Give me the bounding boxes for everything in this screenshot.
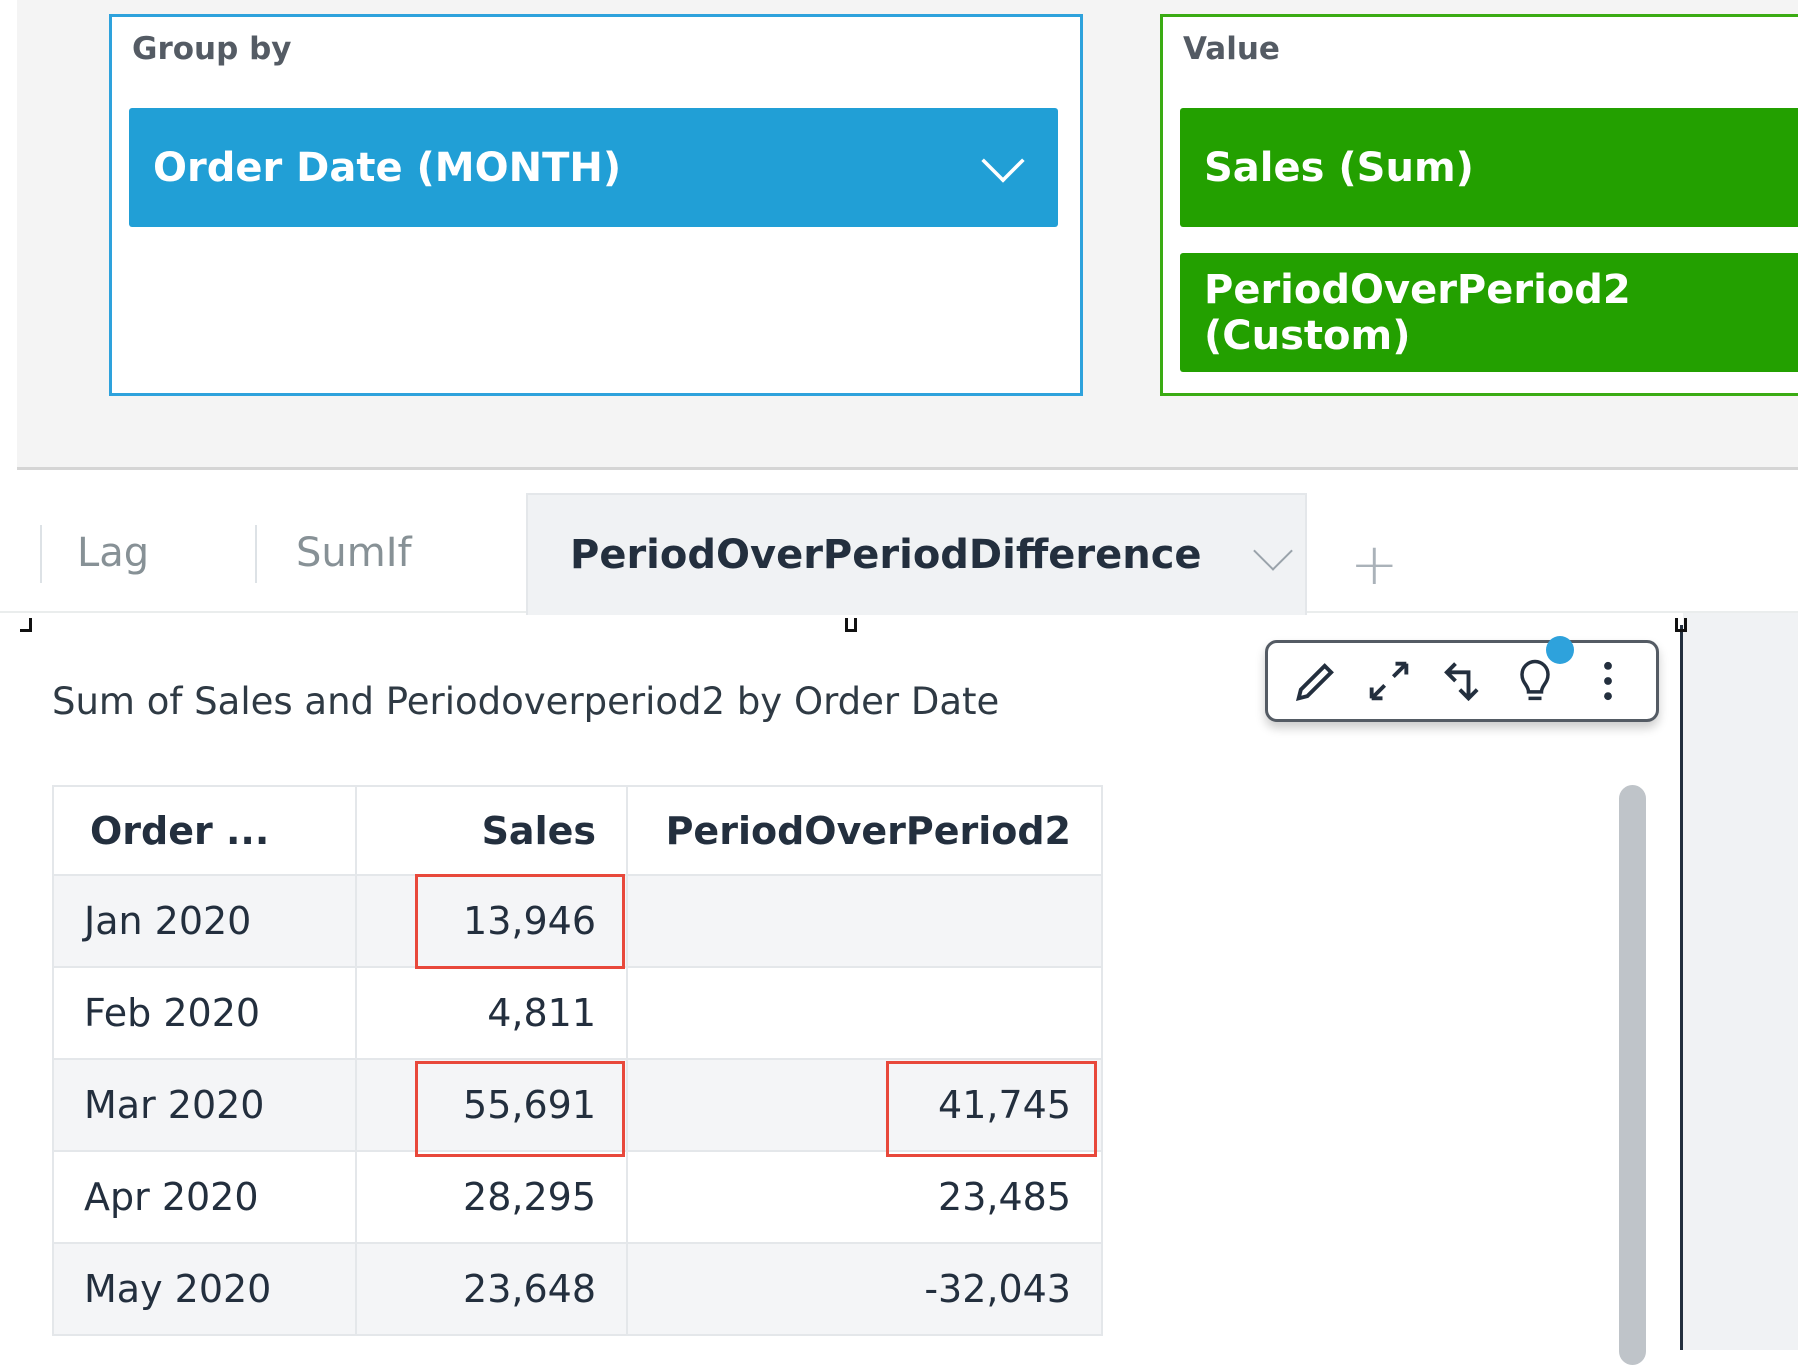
value-field-label: PeriodOverPeriod2 (Custom) — [1204, 266, 1631, 359]
group-by-label: Group by — [132, 31, 292, 67]
more-vertical-icon[interactable] — [1582, 655, 1634, 707]
table-row: Apr 2020 28,295 23,485 — [52, 1150, 1103, 1244]
lightbulb-icon[interactable] — [1509, 655, 1561, 707]
notification-dot — [1546, 636, 1574, 664]
cell-periodoverperiod2[interactable]: -32,043 — [626, 1242, 1103, 1336]
table-row: Mar 2020 55,691 41,745 — [52, 1058, 1103, 1152]
data-table: Order ... Sales PeriodOverPeriod2 Jan 20… — [52, 785, 1103, 1336]
canvas-background — [1683, 613, 1798, 1350]
table-row: Feb 2020 4,811 — [52, 966, 1103, 1060]
expand-icon[interactable] — [1363, 655, 1415, 707]
highlight-box — [415, 874, 625, 969]
table-row: Jan 2020 13,946 — [52, 874, 1103, 968]
cell-order-date[interactable]: Jan 2020 — [52, 874, 357, 968]
cell-periodoverperiod2[interactable]: 23,485 — [626, 1150, 1103, 1244]
sheet-tabs: Lag SumIf PeriodOverPeriodDifference — [0, 473, 1798, 615]
value-field-pill-pop[interactable]: PeriodOverPeriod2 (Custom) — [1180, 253, 1798, 372]
cell-order-date[interactable]: Apr 2020 — [52, 1150, 357, 1244]
highlight-box — [415, 1061, 625, 1157]
table-row: May 2020 23,648 -32,043 — [52, 1242, 1103, 1336]
cell-sales[interactable]: 55,691 — [355, 1058, 628, 1152]
column-header-sales[interactable]: Sales — [355, 785, 628, 876]
cell-sales[interactable]: 23,648 — [355, 1242, 628, 1336]
tab-sumif[interactable]: SumIf — [296, 493, 412, 613]
group-by-field-pill[interactable]: Order Date (MONTH) — [129, 108, 1058, 227]
tab-label: SumIf — [296, 530, 412, 576]
group-by-well[interactable]: Group by Order Date (MONTH) — [109, 14, 1083, 396]
resize-handle[interactable] — [845, 618, 857, 632]
tab-label: PeriodOverPeriodDifference — [570, 532, 1202, 578]
value-well[interactable]: Value Sales (Sum) PeriodOverPeriod2 (Cus… — [1160, 14, 1798, 396]
tab-divider — [255, 525, 257, 583]
visual-title: Sum of Sales and Periodoverperiod2 by Or… — [52, 680, 1000, 723]
column-header-order-date[interactable]: Order ... — [52, 785, 357, 876]
vertical-scrollbar[interactable] — [1619, 785, 1646, 1365]
field-wells-panel: Group by Order Date (MONTH) Value Sales … — [17, 0, 1798, 470]
cell-periodoverperiod2[interactable] — [626, 874, 1103, 968]
visual-border — [1680, 625, 1683, 1350]
add-sheet-button[interactable]: + — [1350, 530, 1399, 598]
tab-periodoverperioddifference[interactable]: PeriodOverPeriodDifference — [526, 493, 1307, 615]
chevron-down-icon[interactable] — [981, 139, 1025, 183]
resize-handle[interactable] — [20, 618, 32, 632]
table-header-row: Order ... Sales PeriodOverPeriod2 — [52, 785, 1103, 876]
highlight-box — [886, 1061, 1097, 1157]
value-field-pill-sales[interactable]: Sales (Sum) — [1180, 108, 1798, 227]
column-header-periodoverperiod2[interactable]: PeriodOverPeriod2 — [626, 785, 1103, 876]
tab-label: Lag — [77, 530, 150, 576]
chevron-down-icon[interactable] — [1253, 531, 1293, 571]
cell-order-date[interactable]: Feb 2020 — [52, 966, 357, 1060]
cell-sales[interactable]: 13,946 — [355, 874, 628, 968]
cell-order-date[interactable]: May 2020 — [52, 1242, 357, 1336]
tab-lag[interactable]: Lag — [77, 493, 149, 613]
resize-handle[interactable] — [1675, 618, 1687, 632]
value-label: Value — [1183, 31, 1280, 67]
cell-periodoverperiod2[interactable] — [626, 966, 1103, 1060]
cell-order-date[interactable]: Mar 2020 — [52, 1058, 357, 1152]
tab-divider — [40, 525, 42, 583]
value-field-label: Sales (Sum) — [1204, 144, 1474, 191]
pencil-icon[interactable] — [1290, 655, 1342, 707]
cell-periodoverperiod2[interactable]: 41,745 — [626, 1058, 1103, 1152]
cell-sales[interactable]: 4,811 — [355, 966, 628, 1060]
swap-icon[interactable] — [1436, 655, 1488, 707]
visual-toolbar — [1265, 640, 1659, 722]
cell-sales[interactable]: 28,295 — [355, 1150, 628, 1244]
group-by-field-label: Order Date (MONTH) — [153, 144, 622, 191]
